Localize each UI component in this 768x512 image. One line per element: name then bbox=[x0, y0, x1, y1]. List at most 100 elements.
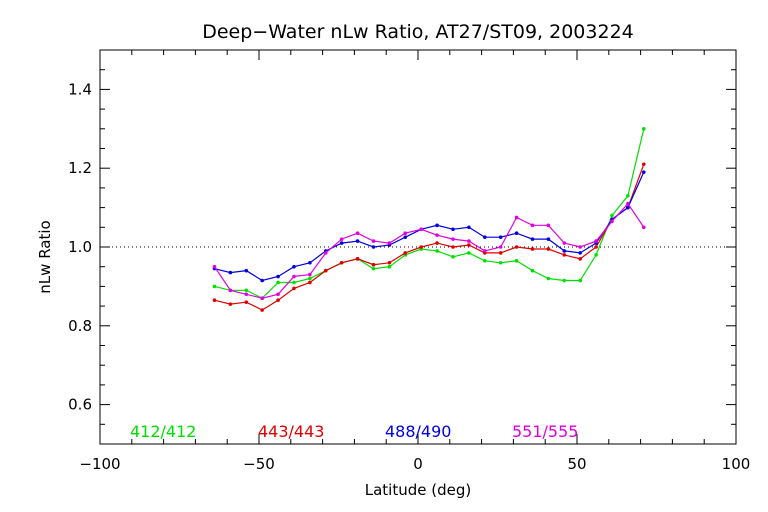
data-point bbox=[244, 300, 249, 304]
data-point bbox=[562, 249, 567, 253]
y-tick-label: 0.8 bbox=[68, 317, 92, 335]
data-point bbox=[562, 278, 567, 283]
data-point bbox=[498, 260, 503, 265]
data-point bbox=[626, 201, 630, 206]
data-point bbox=[244, 292, 249, 297]
data-point bbox=[562, 253, 567, 257]
data-point bbox=[419, 245, 423, 249]
data-point bbox=[482, 235, 487, 239]
data-point bbox=[355, 257, 360, 261]
data-point bbox=[578, 257, 582, 261]
data-point bbox=[546, 247, 551, 251]
legend-entry: 488/490 bbox=[385, 422, 451, 441]
data-point bbox=[435, 233, 439, 237]
data-point bbox=[641, 127, 646, 131]
data-point bbox=[228, 270, 233, 275]
legend-entry: 443/443 bbox=[258, 422, 324, 441]
data-point bbox=[467, 251, 471, 255]
data-point bbox=[641, 170, 646, 174]
data-point bbox=[355, 239, 360, 243]
data-point bbox=[594, 245, 598, 249]
data-point bbox=[387, 264, 392, 269]
data-point bbox=[498, 245, 503, 249]
series-line bbox=[214, 171, 645, 282]
series-line bbox=[214, 164, 645, 311]
data-point bbox=[308, 272, 312, 277]
data-point bbox=[371, 262, 376, 267]
data-point bbox=[562, 241, 567, 245]
data-point bbox=[610, 219, 614, 224]
data-point bbox=[339, 260, 344, 265]
series-2 bbox=[212, 162, 646, 312]
data-point bbox=[403, 235, 408, 239]
axis-tick-labels: −100 −50 0 50 100 0.6 0.8 1.0 1.2 1.4 bbox=[68, 80, 750, 473]
data-point bbox=[292, 286, 296, 291]
data-point bbox=[244, 288, 249, 293]
data-point bbox=[482, 258, 487, 263]
data-point bbox=[228, 288, 233, 293]
data-point bbox=[228, 302, 233, 306]
data-point bbox=[514, 231, 519, 236]
data-point bbox=[546, 223, 551, 228]
data-point bbox=[403, 251, 408, 255]
data-point bbox=[451, 245, 455, 249]
data-point bbox=[530, 247, 535, 251]
data-point bbox=[292, 274, 296, 279]
data-point bbox=[387, 241, 392, 245]
data-point bbox=[371, 239, 376, 243]
data-point bbox=[212, 298, 217, 302]
data-point bbox=[610, 213, 614, 218]
data-point bbox=[435, 249, 439, 253]
x-tick-label: −100 bbox=[79, 455, 120, 473]
data-point bbox=[641, 162, 646, 167]
axis-ticks bbox=[99, 49, 737, 445]
data-point bbox=[308, 260, 312, 265]
data-point bbox=[530, 268, 535, 273]
data-point bbox=[276, 298, 280, 302]
x-axis-label: Latitude (deg) bbox=[365, 481, 471, 499]
y-tick-label: 1.0 bbox=[68, 238, 92, 256]
data-point bbox=[292, 264, 296, 269]
data-point bbox=[435, 241, 439, 245]
data-point bbox=[594, 253, 598, 257]
data-point bbox=[308, 280, 312, 285]
y-axis-label: nLw Ratio bbox=[36, 220, 54, 293]
series-line bbox=[214, 128, 645, 299]
series-group bbox=[212, 127, 646, 312]
data-point bbox=[276, 280, 280, 285]
data-point bbox=[451, 237, 455, 241]
data-point bbox=[467, 243, 471, 247]
data-point bbox=[260, 278, 264, 283]
data-point bbox=[371, 245, 376, 249]
data-point bbox=[419, 227, 423, 232]
data-point bbox=[626, 205, 630, 210]
data-point bbox=[641, 225, 646, 230]
data-point bbox=[451, 255, 455, 259]
data-point bbox=[323, 268, 328, 273]
data-point bbox=[403, 231, 408, 236]
data-point bbox=[308, 276, 312, 281]
data-point bbox=[530, 223, 535, 228]
chart-title: Deep−Water nLw Ratio, AT27/ST09, 2003224 bbox=[202, 21, 634, 43]
data-point bbox=[212, 284, 217, 289]
data-point bbox=[260, 308, 264, 312]
series-1 bbox=[212, 127, 646, 301]
data-point bbox=[355, 231, 360, 236]
legend: 412/412 443/443 488/490 551/555 bbox=[130, 422, 578, 441]
data-point bbox=[451, 227, 455, 232]
data-point bbox=[546, 276, 551, 281]
data-point bbox=[626, 193, 630, 198]
data-point bbox=[276, 292, 280, 297]
data-point bbox=[387, 260, 392, 265]
data-point bbox=[578, 278, 582, 283]
data-point bbox=[498, 251, 503, 255]
data-point bbox=[339, 241, 344, 245]
data-point bbox=[339, 237, 344, 241]
data-point bbox=[514, 215, 519, 220]
legend-entry: 412/412 bbox=[130, 422, 196, 441]
data-point bbox=[276, 274, 280, 279]
data-point bbox=[514, 258, 519, 263]
data-point bbox=[578, 251, 582, 255]
data-point bbox=[260, 296, 264, 301]
